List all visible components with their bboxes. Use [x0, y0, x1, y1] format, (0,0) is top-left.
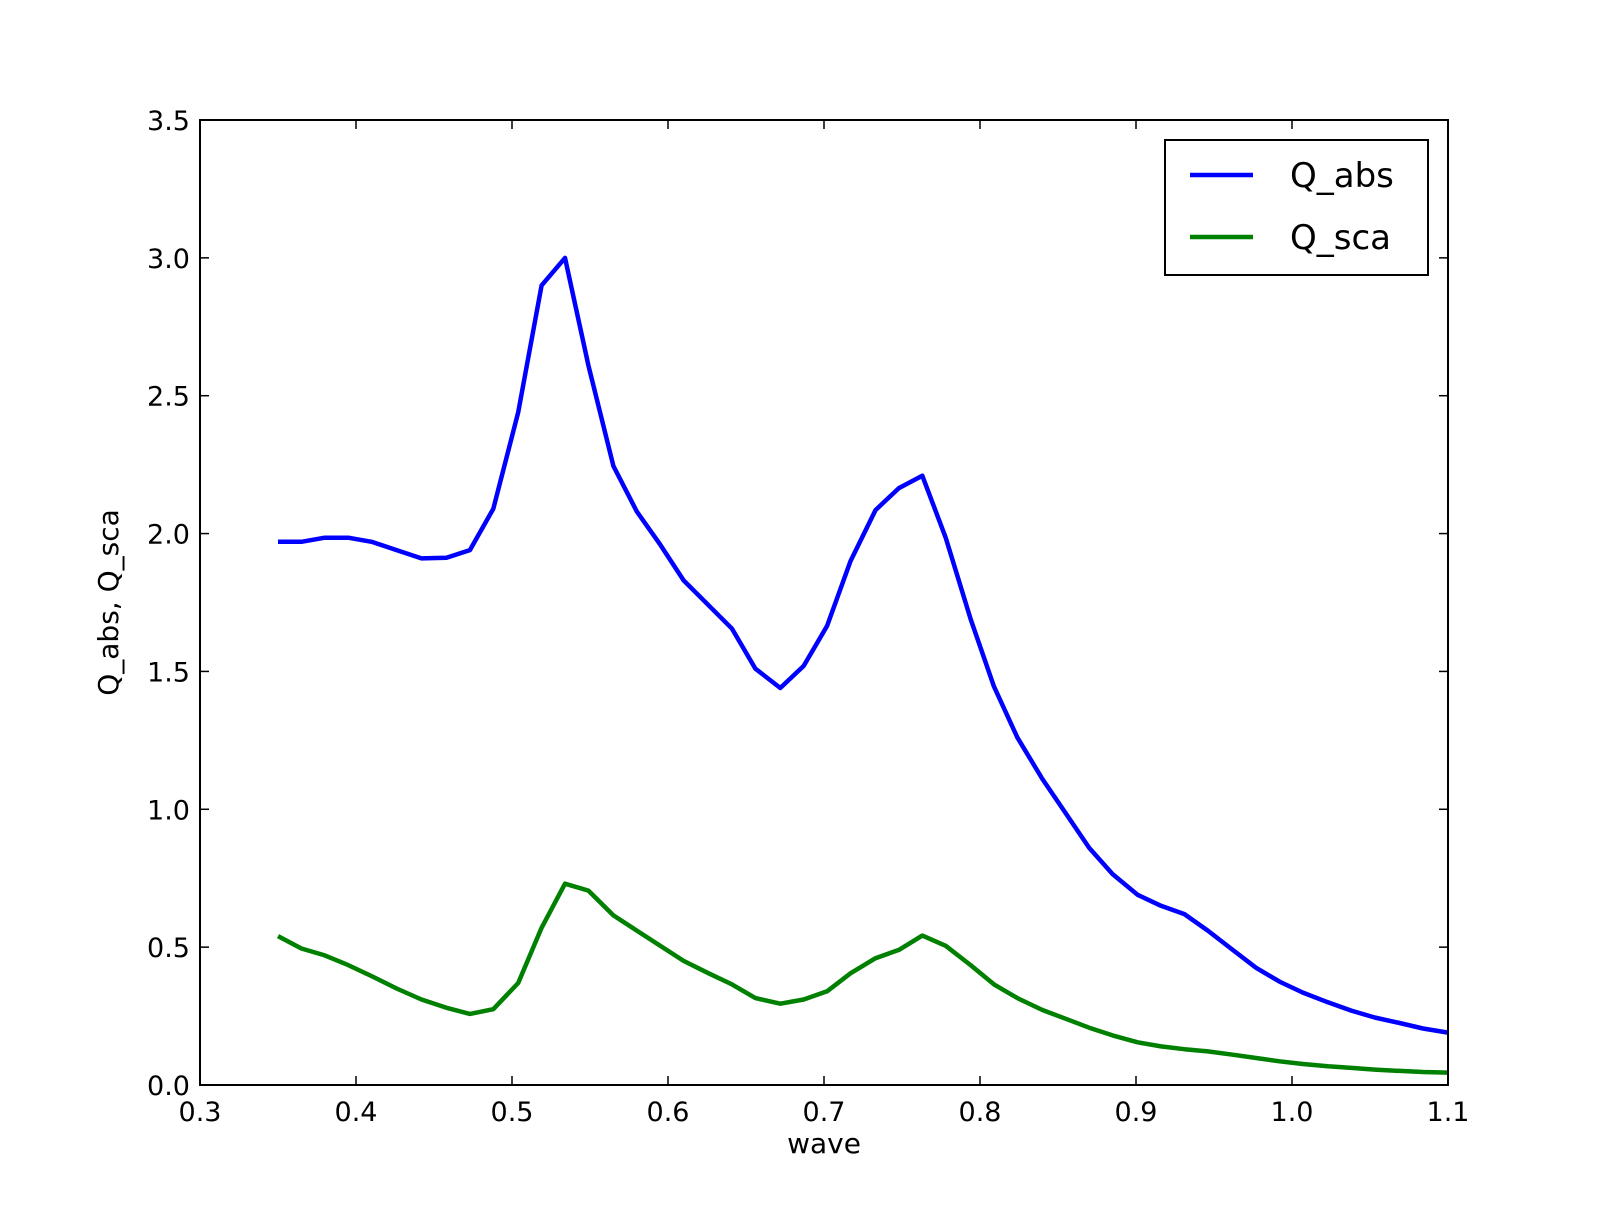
y-axis-label: Q_abs, Q_sca [92, 509, 125, 696]
y-tick-label: 3.5 [147, 106, 190, 137]
legend-box [1164, 139, 1429, 276]
legend-label: Q_sca [1290, 218, 1391, 258]
series-layer [276, 255, 1449, 1075]
x-tick-label: 0.7 [803, 1097, 846, 1128]
x-axis-label: wave [787, 1127, 861, 1160]
x-tick-label: 1.1 [1427, 1097, 1470, 1128]
x-tick-label: 1.0 [1271, 1097, 1314, 1128]
legend: Q_abs Q_sca [1164, 139, 1429, 276]
y-tick-label: 1.0 [147, 795, 190, 826]
y-tick-label: 0.5 [147, 933, 190, 964]
x-tick-label: 0.4 [335, 1097, 378, 1128]
x-tick-label: 0.9 [1115, 1097, 1158, 1128]
tick-layer: 0.3 0.4 0.5 0.6 0.7 0.8 0.9 1.0 1.1 0.0 0.5 1.0 1.5 2… [147, 106, 1469, 1128]
y-tick-label: 2.0 [147, 520, 190, 551]
y-tick-label: 0.0 [147, 1071, 190, 1102]
x-tick-label: 0.6 [647, 1097, 690, 1128]
x-tick-label: 0.5 [491, 1097, 534, 1128]
x-tick-label: 0.8 [959, 1097, 1002, 1128]
y-tick-label: 3.0 [147, 244, 190, 275]
legend-label: Q_abs [1290, 156, 1394, 196]
series-line-q-abs [278, 255, 1449, 1035]
series-line-q-sca [276, 881, 1449, 1075]
x-tick-label: 0.3 [179, 1097, 222, 1128]
y-tick-label: 1.5 [147, 657, 190, 688]
y-tick-label: 2.5 [147, 382, 190, 413]
